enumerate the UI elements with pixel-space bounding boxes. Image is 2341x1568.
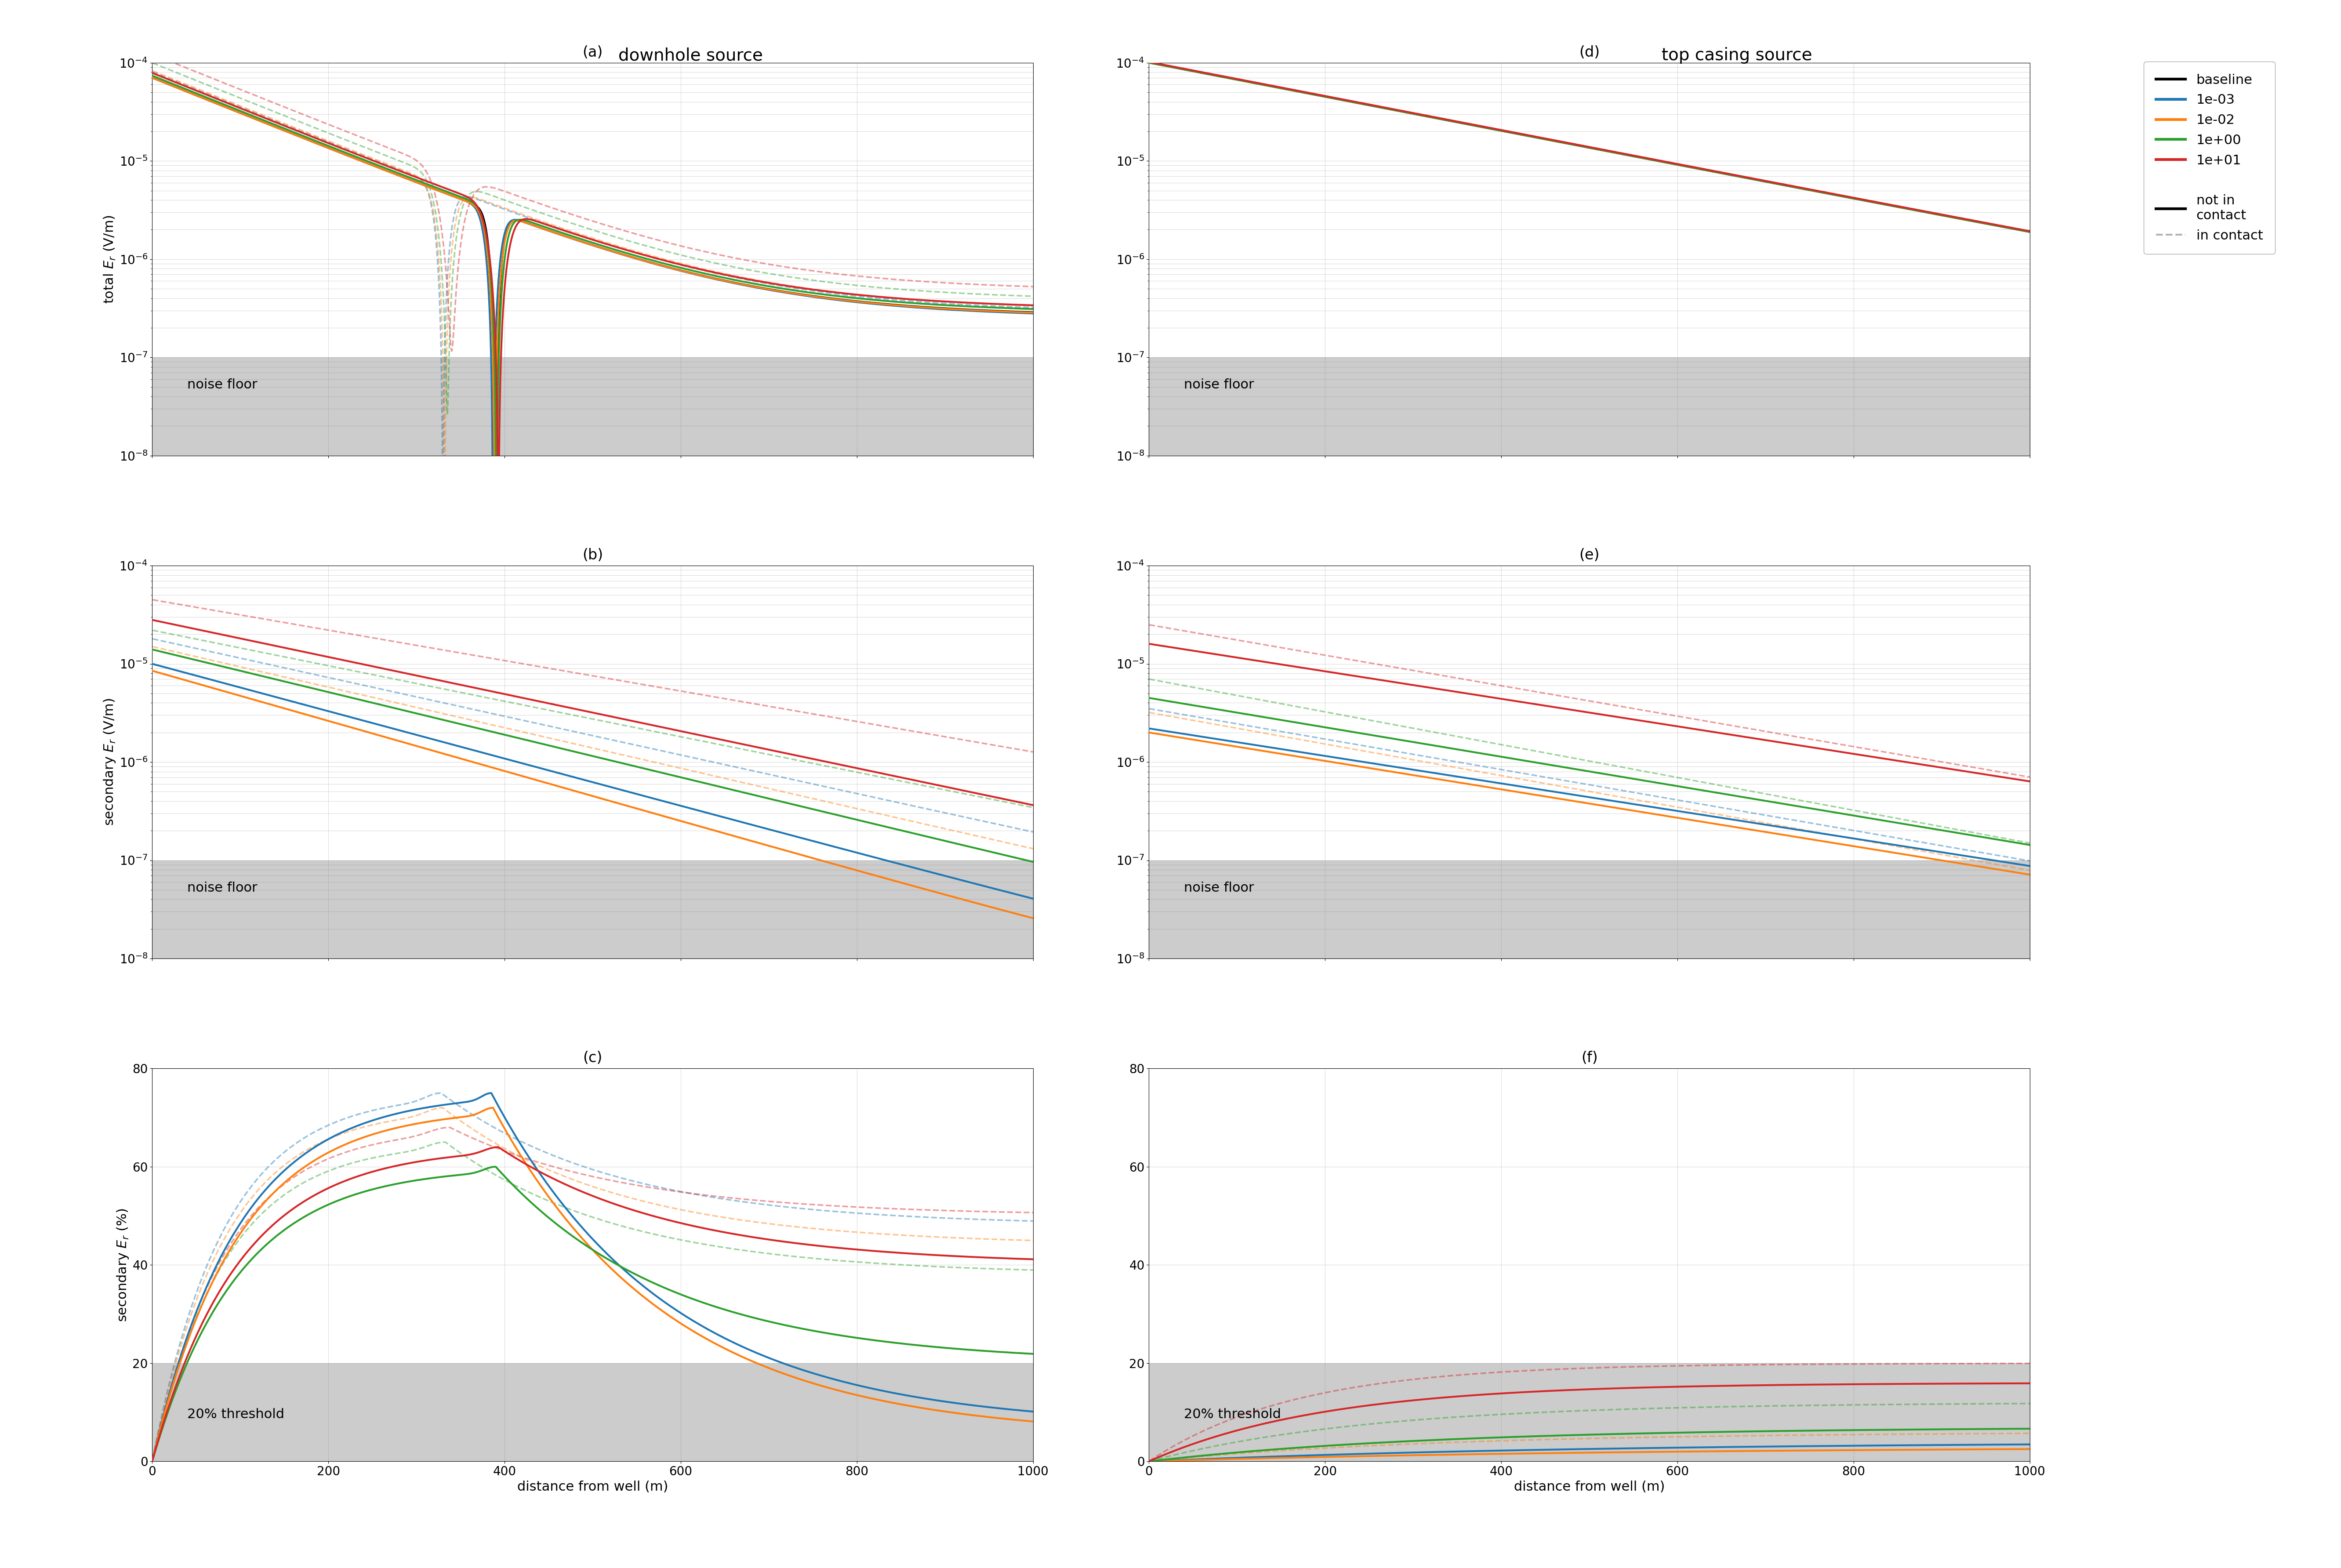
Title: (a): (a) — [583, 45, 604, 60]
Bar — [152, 1363, 1032, 1461]
X-axis label: distance from well (m): distance from well (m) — [517, 1480, 667, 1493]
Title: (e): (e) — [1580, 549, 1599, 563]
Y-axis label: total $E_r$ (V/m): total $E_r$ (V/m) — [103, 215, 117, 304]
Text: downhole source: downhole source — [618, 47, 763, 64]
Bar — [152, 358, 1032, 456]
Y-axis label: secondary $E_r$ (V/m): secondary $E_r$ (V/m) — [103, 698, 117, 826]
Text: noise floor: noise floor — [1185, 881, 1255, 894]
Text: noise floor: noise floor — [1185, 378, 1255, 392]
Bar — [1149, 1363, 2030, 1461]
Title: (f): (f) — [1580, 1051, 1597, 1066]
Title: (b): (b) — [583, 549, 604, 563]
Title: (c): (c) — [583, 1051, 602, 1066]
Text: 20% threshold: 20% threshold — [187, 1408, 286, 1421]
Bar — [1149, 358, 2030, 456]
Text: noise floor: noise floor — [187, 881, 258, 894]
Legend: baseline, 1e-03, 1e-02, 1e+00, 1e+01, , not in
contact, in contact: baseline, 1e-03, 1e-02, 1e+00, 1e+01, , … — [2144, 61, 2275, 254]
Text: noise floor: noise floor — [187, 378, 258, 392]
X-axis label: distance from well (m): distance from well (m) — [1515, 1480, 1664, 1493]
Text: 20% threshold: 20% threshold — [1185, 1408, 1281, 1421]
Bar — [152, 861, 1032, 958]
Text: top casing source: top casing source — [1662, 47, 1812, 64]
Bar — [1149, 861, 2030, 958]
Y-axis label: secondary $E_r$ (%): secondary $E_r$ (%) — [115, 1207, 129, 1322]
Title: (d): (d) — [1578, 45, 1599, 60]
